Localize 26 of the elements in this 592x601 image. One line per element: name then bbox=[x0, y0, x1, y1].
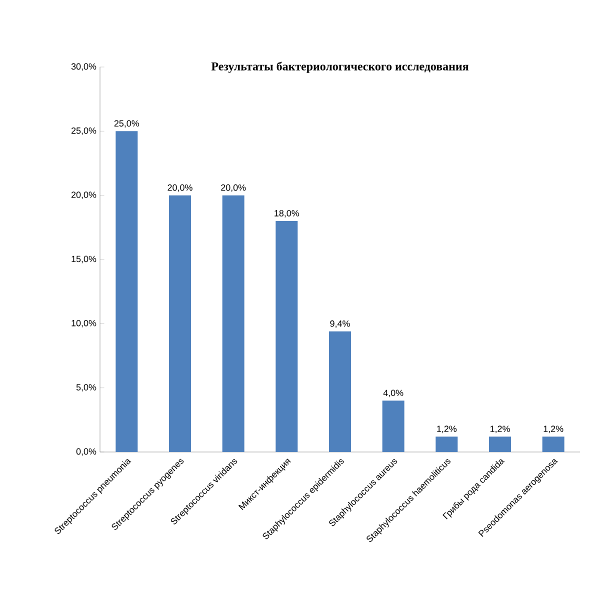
data-label: 4,0% bbox=[383, 390, 404, 398]
bar bbox=[276, 221, 298, 452]
chart-title: Результаты бактериологического исследования bbox=[211, 62, 468, 73]
bar bbox=[222, 195, 244, 452]
y-tick-label: 10,0% bbox=[72, 320, 96, 328]
y-tick-label: 25,0% bbox=[72, 127, 96, 135]
bar bbox=[169, 195, 191, 452]
y-tick-label: 20,0% bbox=[72, 192, 96, 200]
y-tick-label: 5,0% bbox=[76, 384, 96, 392]
y-tick-label: 0,0% bbox=[76, 448, 96, 456]
y-tick-label: 15,0% bbox=[72, 256, 96, 264]
data-label: 1,2% bbox=[490, 426, 510, 434]
y-tick-label: 30,0% bbox=[71, 63, 96, 71]
data-label: 9,4% bbox=[330, 320, 350, 328]
data-label: 18,0% bbox=[274, 210, 300, 218]
data-label: 20,0% bbox=[168, 184, 192, 192]
data-label: 20,0% bbox=[221, 184, 246, 192]
bar bbox=[436, 436, 458, 452]
data-label: 1,2% bbox=[544, 426, 564, 434]
bar bbox=[116, 131, 138, 452]
bar bbox=[489, 436, 511, 452]
data-label: 1,2% bbox=[437, 426, 457, 434]
data-label: 25,0% bbox=[114, 120, 140, 128]
bar bbox=[542, 436, 564, 452]
bar bbox=[329, 331, 351, 452]
bar bbox=[382, 400, 404, 452]
